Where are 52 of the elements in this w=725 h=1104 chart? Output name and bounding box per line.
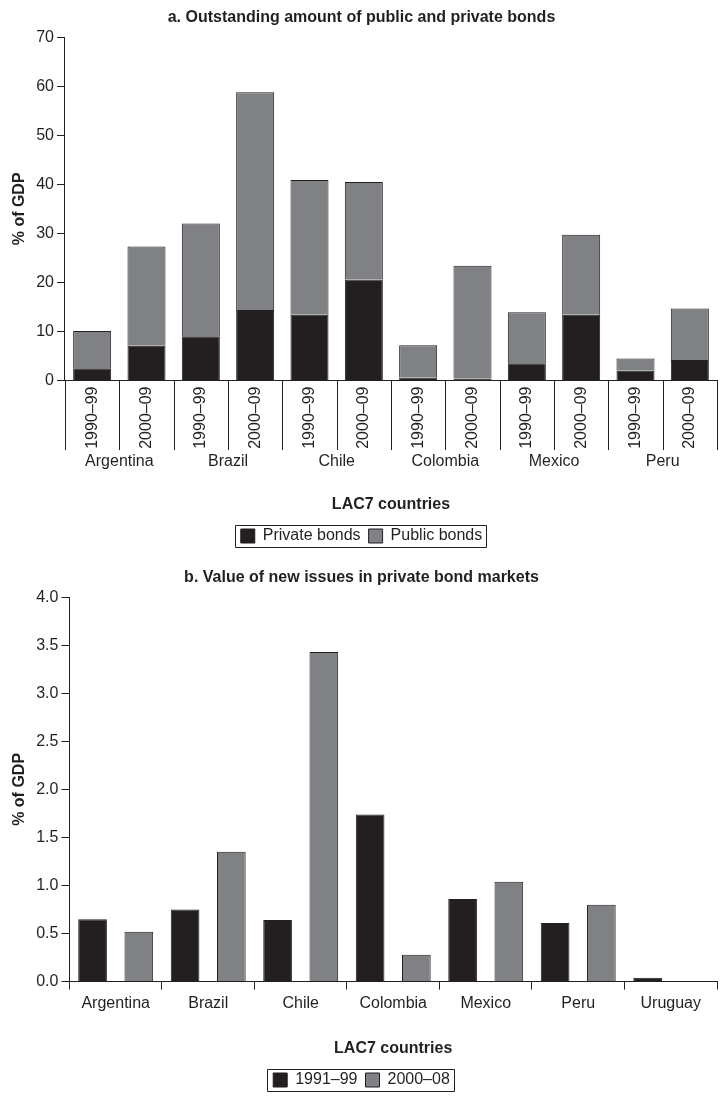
chart-title: a. Outstanding amount of public and private bonds bbox=[167, 8, 556, 26]
text: Chile bbox=[318, 452, 355, 470]
legend-label: Public bonds bbox=[390, 526, 483, 544]
y-tick-label: 1.5 bbox=[36, 827, 59, 845]
x-axis-title: LAC7 countries bbox=[334, 1038, 453, 1056]
legend-label: 2000–08 bbox=[387, 1070, 450, 1088]
x-tick-label: 1990–99 bbox=[408, 386, 426, 449]
x-tick-label: 1990–99 bbox=[191, 386, 209, 449]
x-tick-label: 2000–09 bbox=[680, 386, 698, 449]
x-tick-label: 1990–99 bbox=[82, 386, 100, 449]
y-axis-title: % of GDP bbox=[10, 752, 28, 826]
x-tick-label: Mexico bbox=[460, 993, 512, 1011]
y-tick-label: 20 bbox=[36, 272, 55, 290]
y-tick-label: 3.0 bbox=[36, 683, 59, 701]
y-tick-label: 0.0 bbox=[36, 972, 59, 990]
x-tick-label: Argentina bbox=[81, 993, 151, 1011]
x-tick-label: 1990–99 bbox=[517, 386, 535, 449]
y-tick-label: 1.0 bbox=[36, 875, 59, 893]
legend-label: Private bonds bbox=[262, 526, 361, 544]
y-tick-label: 2.0 bbox=[36, 779, 59, 797]
x-tick-label: Peru bbox=[561, 993, 596, 1011]
y-tick-label: 30 bbox=[36, 223, 55, 241]
y-tick-label: 10 bbox=[36, 321, 55, 339]
chart-title: b. Value of new issues in private bond markets bbox=[184, 568, 539, 586]
x-tick-label: 2000–09 bbox=[571, 386, 589, 449]
text: Mexico bbox=[528, 452, 580, 470]
x-tick-label: 2000–09 bbox=[136, 386, 154, 449]
x-tick-label: 2000–09 bbox=[245, 386, 263, 449]
text: Peru bbox=[645, 452, 680, 470]
y-tick-label: 0 bbox=[45, 370, 55, 388]
y-tick-label: 60 bbox=[36, 76, 55, 94]
y-tick-label: 70 bbox=[36, 27, 55, 45]
text: Argentina bbox=[85, 452, 154, 470]
y-tick-label: 2.5 bbox=[36, 731, 59, 749]
y-tick-label: 3.5 bbox=[36, 635, 59, 653]
text: Brazil bbox=[207, 452, 249, 470]
x-tick-label: 1990–99 bbox=[625, 386, 643, 449]
x-tick-label: 2000–09 bbox=[354, 386, 372, 449]
x-axis-title: LAC7 countries bbox=[331, 494, 451, 512]
y-tick-label: 4.0 bbox=[36, 587, 59, 605]
x-tick-label: Uruguay bbox=[640, 993, 701, 1011]
x-tick-label: Brazil bbox=[188, 993, 229, 1011]
x-tick-label: Chile bbox=[282, 993, 320, 1011]
legend-label: 1991–99 bbox=[295, 1070, 358, 1088]
x-tick-label: 2000–09 bbox=[462, 386, 480, 449]
y-tick-label: 50 bbox=[36, 125, 55, 143]
y-axis-title: % of GDP bbox=[10, 172, 28, 246]
y-tick-label: 40 bbox=[36, 174, 55, 192]
text: Colombia bbox=[411, 452, 480, 470]
x-tick-label: 1990–99 bbox=[299, 386, 317, 449]
y-tick-label: 0.5 bbox=[36, 923, 59, 941]
x-tick-label: Colombia bbox=[359, 993, 428, 1011]
